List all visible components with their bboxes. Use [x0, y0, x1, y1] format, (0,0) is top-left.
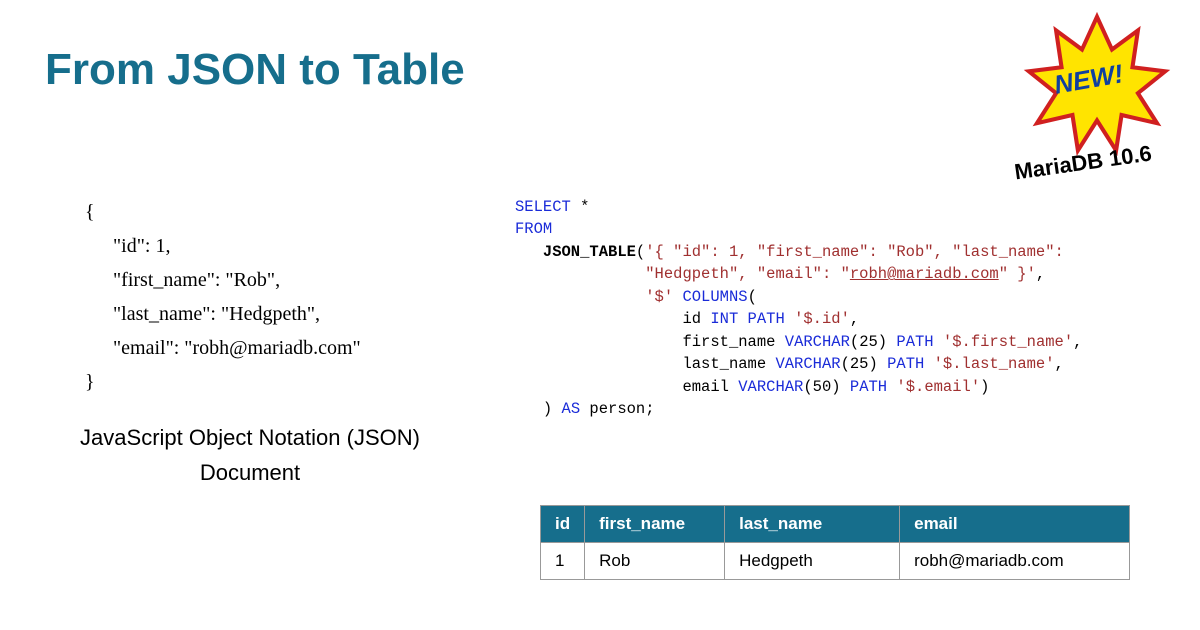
sql-keyword: VARCHAR — [775, 355, 840, 373]
json-caption-line2: Document — [200, 460, 300, 485]
sql-text: first_name — [682, 333, 784, 351]
sql-email: robh@mariadb.com — [850, 265, 999, 283]
json-caption: JavaScript Object Notation (JSON) Docume… — [80, 420, 420, 490]
json-caption-line1: JavaScript Object Notation (JSON) — [80, 425, 420, 450]
sql-text: * — [571, 198, 590, 216]
sql-string: '$.email' — [887, 378, 980, 396]
table-header: email — [900, 506, 1130, 543]
result-table: id first_name last_name email 1 Rob Hedg… — [540, 505, 1130, 580]
sql-text: ) — [543, 400, 562, 418]
sql-keyword: PATH — [896, 333, 933, 351]
sql-text: last_name — [682, 355, 775, 373]
sql-text: ( — [636, 243, 645, 261]
sql-string: " }' — [999, 265, 1036, 283]
json-line: "email": "robh@mariadb.com" — [85, 331, 361, 365]
sql-string: '$.last_name' — [924, 355, 1054, 373]
table-cell: robh@mariadb.com — [900, 543, 1130, 580]
sql-text: (25) — [841, 355, 888, 373]
sql-string: '$' — [645, 288, 673, 306]
json-close-brace: } — [85, 365, 361, 399]
table-row: 1 Rob Hedgpeth robh@mariadb.com — [541, 543, 1130, 580]
sql-string: '{ "id": 1, "first_name": "Rob", "last_n… — [645, 243, 1064, 261]
table-cell: Hedgpeth — [725, 543, 900, 580]
new-badge: NEW! MariaDB 10.6 — [1012, 10, 1182, 180]
json-line: "id": 1, — [85, 229, 361, 263]
table-header: first_name — [585, 506, 725, 543]
sql-func: JSON_TABLE — [543, 243, 636, 261]
sql-text: ) — [980, 378, 989, 396]
sql-string: "Hedgpeth", "email": " — [645, 265, 850, 283]
sql-keyword: FROM — [515, 220, 552, 238]
sql-keyword: SELECT — [515, 198, 571, 216]
table-header: id — [541, 506, 585, 543]
json-document: { "id": 1, "first_name": "Rob", "last_na… — [85, 195, 361, 399]
sql-keyword: VARCHAR — [785, 333, 850, 351]
sql-text: , — [1036, 265, 1045, 283]
sql-keyword: PATH — [850, 378, 887, 396]
sql-text: email — [682, 378, 738, 396]
sql-keyword: AS — [562, 400, 581, 418]
table-header: last_name — [725, 506, 900, 543]
sql-text: person; — [580, 400, 654, 418]
sql-text: ( — [748, 288, 757, 306]
sql-code: SELECT * FROM JSON_TABLE('{ "id": 1, "fi… — [515, 196, 1082, 421]
table-header-row: id first_name last_name email — [541, 506, 1130, 543]
sql-string: '$.id' — [785, 310, 850, 328]
sql-keyword: PATH — [887, 355, 924, 373]
sql-string: '$.first_name' — [934, 333, 1074, 351]
json-line: "first_name": "Rob", — [85, 263, 361, 297]
slide-title: From JSON to Table — [45, 45, 465, 95]
json-line: "last_name": "Hedgpeth", — [85, 297, 361, 331]
sql-text: (25) — [850, 333, 897, 351]
table-cell: Rob — [585, 543, 725, 580]
table-cell: 1 — [541, 543, 585, 580]
sql-text: id — [682, 310, 710, 328]
sql-text: (50) — [803, 378, 850, 396]
json-open-brace: { — [85, 195, 361, 229]
sql-keyword: VARCHAR — [738, 378, 803, 396]
sql-keyword: COLUMNS — [682, 288, 747, 306]
sql-keyword: INT PATH — [710, 310, 784, 328]
